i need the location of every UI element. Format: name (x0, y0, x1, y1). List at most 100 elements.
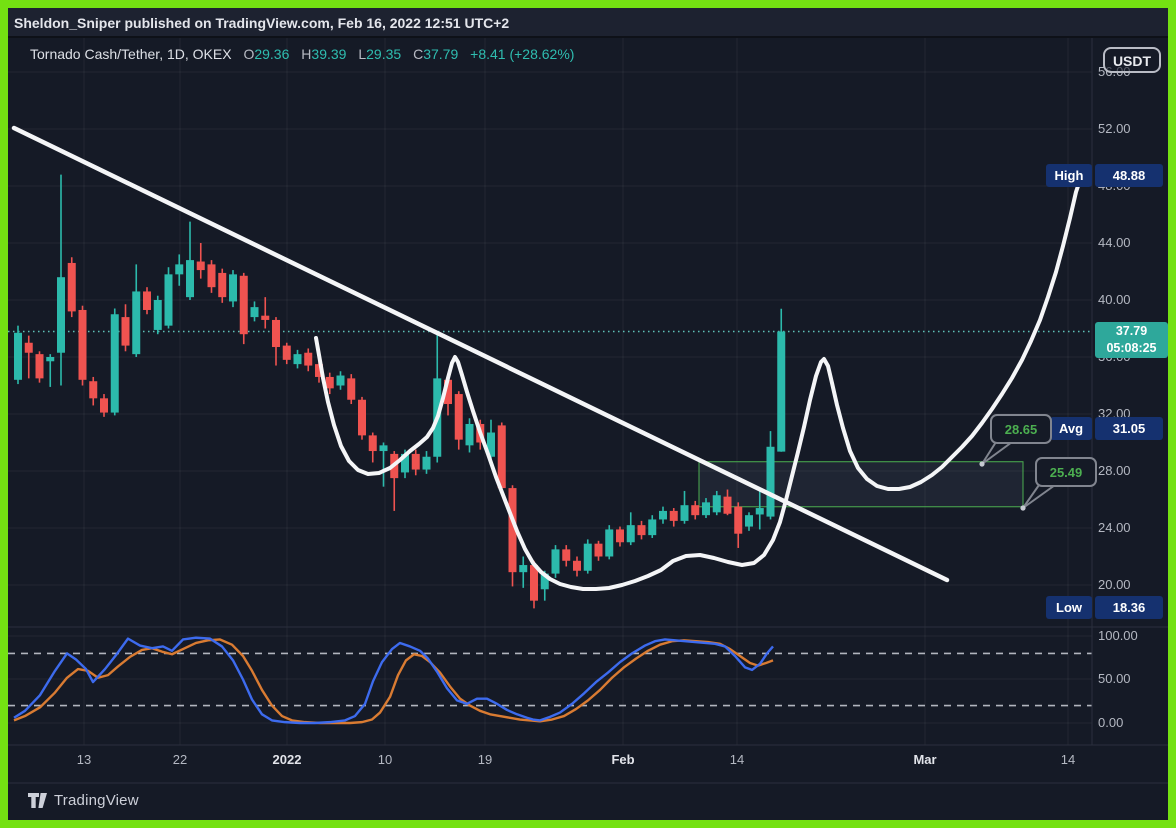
price-axis-label: 24.00 (1098, 520, 1131, 535)
candle-body (508, 488, 517, 573)
candle-body (293, 354, 302, 365)
candle-body (368, 435, 377, 452)
currency-unit-badge: USDT (1103, 47, 1161, 73)
candle-body (519, 565, 528, 573)
candle-body (186, 260, 194, 298)
descending-trendline (11, 125, 950, 583)
avg-label-badge: Avg (1050, 417, 1092, 440)
tradingview-brand-text: TradingView (54, 791, 139, 809)
price-chart-canvas[interactable] (8, 38, 1168, 820)
candle-body (734, 506, 743, 534)
candle-body (659, 510, 667, 520)
indicator-axis-label: 100.00 (1098, 628, 1138, 643)
candle-body (89, 381, 98, 399)
candle-body (282, 345, 291, 360)
candle-body (325, 376, 334, 389)
low-label-badge: Low (1046, 596, 1092, 619)
ohlc-close-label: C (413, 46, 424, 62)
candle-body (465, 423, 474, 446)
candle-body (196, 261, 205, 271)
candle-body (583, 543, 592, 571)
time-axis-label: 19 (477, 752, 493, 767)
avg-value-badge: 31.05 (1095, 417, 1163, 440)
candle-body (24, 342, 33, 353)
candle-body (422, 456, 431, 470)
candle-body (143, 291, 151, 310)
candle-body (530, 565, 538, 601)
callout-anchor-dot (1020, 505, 1026, 511)
candle-body (207, 264, 216, 288)
candle-body (67, 262, 76, 312)
price-axis-label: 28.00 (1098, 463, 1131, 478)
stoch-d-line (13, 638, 774, 725)
price-axis-label: 52.00 (1098, 121, 1131, 136)
candle-body (110, 314, 119, 413)
zone-bottom-price-callout[interactable]: 25.49 (1035, 457, 1097, 487)
change-value: +8.41 (+28.62%) (470, 46, 575, 62)
callout-tail (981, 441, 1016, 465)
candle-body (551, 549, 560, 574)
candle-body (562, 549, 571, 561)
candle-body (14, 332, 22, 380)
candle-body (616, 529, 624, 543)
candle-body (175, 264, 184, 275)
symbol-title[interactable]: Tornado Cash/Tether, 1D, OKEX (30, 46, 232, 62)
callout-tail (1022, 484, 1059, 509)
candle-body (218, 272, 227, 298)
symbol-header: Tornado Cash/Tether, 1D, OKEX O29.36 H39… (30, 46, 574, 66)
ohlc-low-value: 29.35 (366, 46, 402, 62)
ohlc-low-label: L (358, 46, 367, 62)
publisher-text: Sheldon_Sniper published on TradingView.… (14, 15, 510, 31)
candle-body (272, 319, 280, 348)
candle-body (100, 398, 108, 413)
candle-body (239, 275, 248, 335)
low-value-badge: 18.36 (1095, 596, 1163, 619)
bar-countdown: 05:08:25 (1106, 341, 1157, 355)
stoch-k-line (13, 636, 774, 725)
time-axis-label: Mar (913, 752, 937, 767)
candle-body (250, 307, 259, 318)
candle-body (229, 274, 237, 302)
candle-body (46, 357, 55, 362)
indicator-axis-label: 0.00 (1098, 715, 1124, 730)
candle-body (454, 394, 463, 440)
ohlc-open-label: O (243, 46, 255, 62)
tradingview-logo-icon (28, 792, 47, 808)
candle-body (680, 505, 689, 521)
ohlc-open-value: 29.36 (254, 46, 290, 62)
candle-body (336, 375, 345, 386)
high-label-badge: High (1046, 164, 1092, 187)
candle-body (605, 529, 614, 557)
candle-body (573, 560, 581, 571)
ohlc-high-value: 39.39 (311, 46, 347, 62)
candle-body (669, 510, 678, 521)
candle-body (164, 274, 173, 326)
ohlc-high-label: H (301, 46, 312, 62)
chart-area[interactable]: Tornado Cash/Tether, 1D, OKEX O29.36 H39… (8, 38, 1168, 820)
candle-body (315, 364, 323, 377)
candle-body (745, 515, 753, 527)
price-axis-label: 44.00 (1098, 235, 1131, 250)
time-axis-label: 14 (1060, 752, 1076, 767)
candle-body (648, 519, 657, 536)
candle-body (712, 495, 721, 513)
high-value-badge: 48.88 (1095, 164, 1163, 187)
candle-body (691, 505, 700, 516)
candle-body (723, 496, 732, 514)
candle-body (702, 502, 710, 516)
candle-body (540, 573, 549, 590)
publisher-bar: Sheldon_Sniper published on TradingView.… (8, 8, 1168, 38)
price-axis-label: 40.00 (1098, 292, 1131, 307)
candle-body (777, 331, 786, 452)
time-axis-label: 14 (729, 752, 745, 767)
candle-body (637, 525, 646, 536)
time-axis-label: Feb (611, 752, 635, 767)
candle-body (121, 317, 130, 346)
zone-top-price-callout[interactable]: 28.65 (990, 414, 1052, 444)
candle-body (755, 508, 764, 515)
time-axis-label: 22 (172, 752, 188, 767)
last-price-value: 37.79 (1115, 324, 1148, 338)
candle-body (444, 379, 452, 405)
tradingview-attribution[interactable]: TradingView (28, 788, 139, 812)
candle-body (153, 300, 162, 330)
